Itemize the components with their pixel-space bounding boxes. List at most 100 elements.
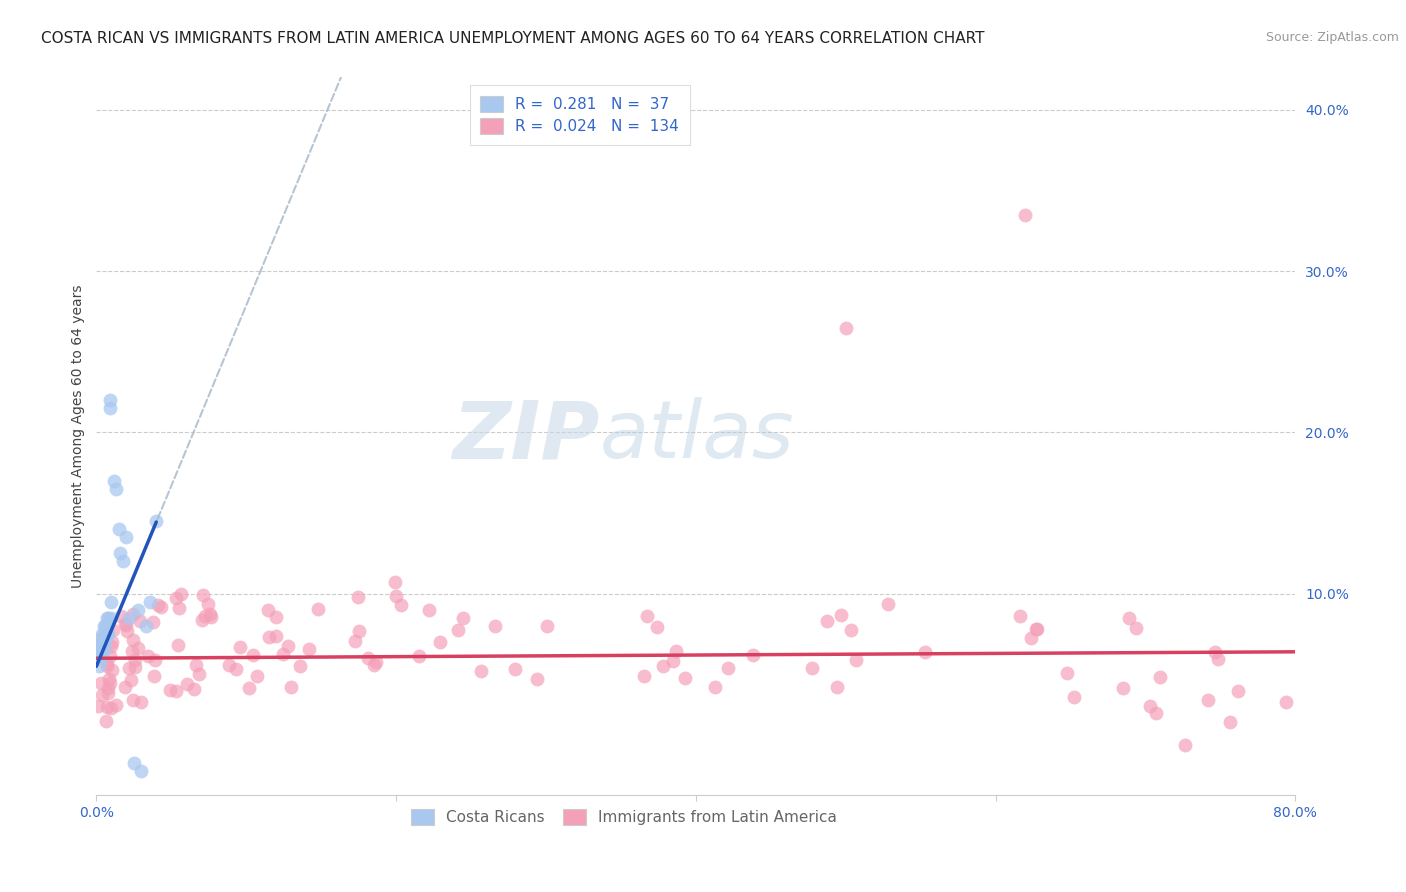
Point: [257, 603, 280, 617]
Point: [122, 607, 145, 622]
Point: [170, 587, 193, 601]
Point: [389, 598, 412, 612]
Point: [717, 661, 740, 675]
Point: [91, 646, 114, 660]
Point: [115, 618, 138, 632]
Point: [94, 628, 117, 642]
Point: [93, 627, 115, 641]
Point: [100, 640, 122, 654]
Point: [142, 669, 165, 683]
Point: [1125, 621, 1147, 635]
Point: [110, 546, 132, 560]
Text: atlas: atlas: [600, 398, 794, 475]
Point: [451, 611, 474, 625]
Point: [384, 574, 406, 589]
Point: [89, 645, 111, 659]
Point: [97, 672, 120, 686]
Point: [98, 401, 121, 416]
Point: [914, 645, 936, 659]
Point: [105, 698, 128, 712]
Point: [96, 619, 118, 633]
Text: Source: ZipAtlas.com: Source: ZipAtlas.com: [1265, 31, 1399, 45]
Point: [100, 648, 122, 663]
Point: [830, 608, 852, 623]
Text: COSTA RICAN VS IMMIGRANTS FROM LATIN AMERICA UNEMPLOYMENT AMONG AGES 60 TO 64 YE: COSTA RICAN VS IMMIGRANTS FROM LATIN AME…: [41, 31, 986, 46]
Point: [1014, 208, 1036, 222]
Point: [120, 673, 142, 687]
Point: [1118, 611, 1140, 625]
Point: [197, 597, 219, 611]
Point: [665, 643, 688, 657]
Point: [1063, 690, 1085, 704]
Point: [165, 683, 187, 698]
Point: [636, 608, 658, 623]
Point: [114, 616, 136, 631]
Point: [127, 603, 149, 617]
Point: [839, 623, 862, 637]
Point: [90, 651, 112, 665]
Point: [121, 693, 143, 707]
Point: [815, 614, 838, 628]
Point: [200, 610, 222, 624]
Point: [118, 661, 141, 675]
Point: [264, 609, 287, 624]
Point: [91, 643, 114, 657]
Point: [447, 623, 470, 637]
Point: [96, 627, 118, 641]
Point: [662, 654, 685, 668]
Point: [344, 634, 367, 648]
Point: [91, 635, 114, 649]
Point: [184, 658, 207, 673]
Point: [385, 589, 408, 603]
Point: [418, 603, 440, 617]
Point: [1025, 622, 1047, 636]
Point: [825, 680, 848, 694]
Point: [101, 623, 124, 637]
Point: [536, 619, 558, 633]
Point: [187, 667, 209, 681]
Point: [357, 651, 380, 665]
Point: [122, 756, 145, 771]
Point: [135, 619, 157, 633]
Point: [165, 591, 187, 605]
Point: [1204, 645, 1226, 659]
Point: [363, 658, 385, 673]
Point: [96, 611, 118, 625]
Point: [103, 474, 125, 488]
Point: [145, 514, 167, 528]
Point: [347, 624, 370, 638]
Point: [94, 635, 117, 649]
Point: [90, 675, 112, 690]
Point: [271, 647, 294, 661]
Point: [146, 598, 169, 612]
Point: [115, 624, 138, 639]
Point: [121, 643, 143, 657]
Point: [124, 653, 146, 667]
Point: [112, 554, 135, 568]
Point: [1149, 670, 1171, 684]
Point: [87, 643, 110, 657]
Point: [298, 641, 321, 656]
Point: [91, 627, 114, 641]
Point: [1139, 698, 1161, 713]
Point: [89, 659, 111, 673]
Point: [101, 634, 124, 648]
Point: [94, 627, 117, 641]
Point: [484, 619, 506, 633]
Point: [225, 662, 247, 676]
Point: [118, 611, 141, 625]
Point: [115, 530, 138, 544]
Point: [288, 659, 311, 673]
Point: [97, 681, 120, 695]
Point: [1056, 665, 1078, 680]
Point: [266, 628, 288, 642]
Point: [138, 649, 160, 664]
Point: [1112, 681, 1135, 695]
Point: [366, 655, 388, 669]
Point: [97, 685, 120, 699]
Point: [1025, 622, 1047, 636]
Point: [110, 609, 132, 624]
Point: [503, 662, 526, 676]
Point: [142, 615, 165, 630]
Point: [245, 669, 267, 683]
